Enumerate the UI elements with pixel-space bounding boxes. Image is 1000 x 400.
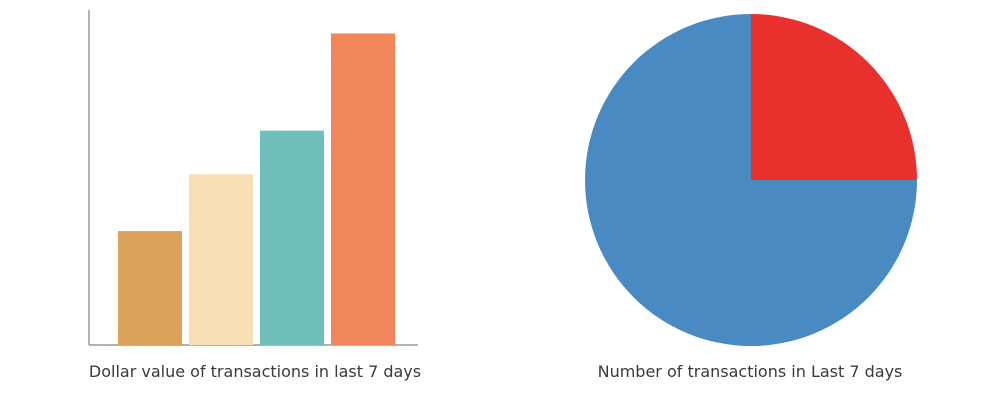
pie-slice-2 bbox=[585, 14, 917, 346]
pie-chart-title: Number of transactions in Last 7 days bbox=[597, 362, 903, 381]
bar-4 bbox=[331, 33, 395, 345]
pie-chart bbox=[585, 14, 917, 346]
bar-chart bbox=[88, 10, 418, 346]
bar-chart-title: Dollar value of transactions in last 7 d… bbox=[88, 362, 422, 381]
pie-slice-1 bbox=[751, 14, 917, 180]
pie-chart-panel: Number of transactions in Last 7 days bbox=[500, 0, 1000, 400]
bar-1 bbox=[118, 231, 182, 345]
bar-3 bbox=[260, 130, 324, 345]
bar-chart-panel: Dollar value of transactions in last 7 d… bbox=[88, 10, 422, 381]
bar-2 bbox=[189, 174, 253, 345]
